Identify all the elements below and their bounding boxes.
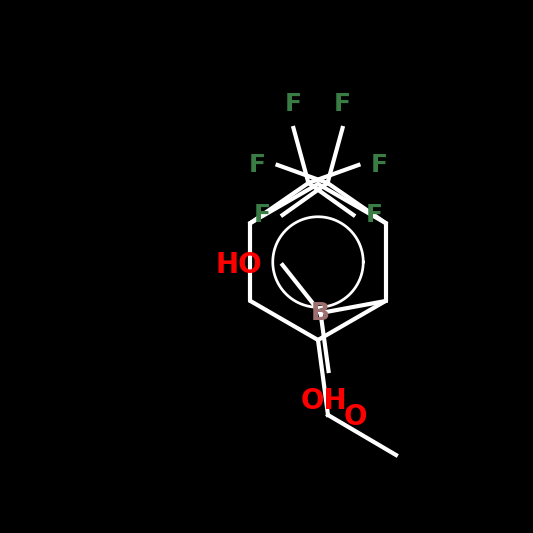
Text: F: F xyxy=(370,153,387,177)
Text: F: F xyxy=(334,92,351,116)
Text: F: F xyxy=(254,203,271,227)
Text: B: B xyxy=(311,301,330,325)
Text: O: O xyxy=(344,403,367,431)
Text: F: F xyxy=(285,92,302,116)
Text: HO: HO xyxy=(216,251,263,279)
Text: F: F xyxy=(248,153,265,177)
Text: F: F xyxy=(366,203,383,227)
Text: OH: OH xyxy=(300,387,347,415)
